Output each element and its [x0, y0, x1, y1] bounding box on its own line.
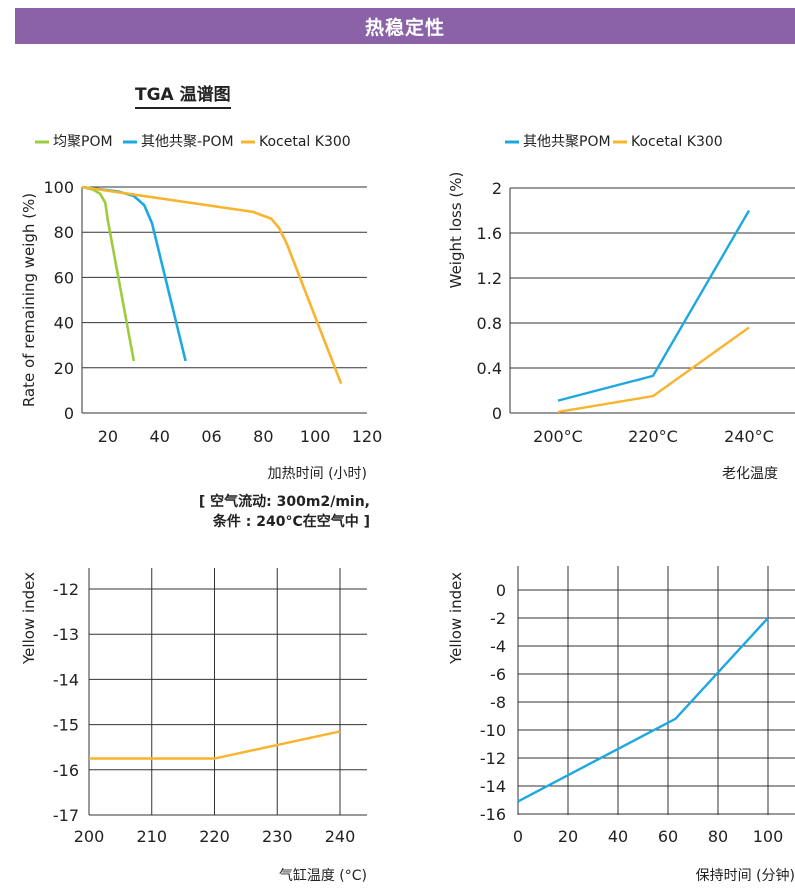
- c2-series-line-1: [557, 326, 750, 414]
- c4-x-tick-label: 100: [753, 827, 784, 846]
- c1-y-tick-label: 20: [54, 359, 74, 378]
- c2-y-tick-label: 0.4: [477, 359, 502, 378]
- c1-y-tick-label: 40: [54, 314, 74, 333]
- c1-legend-label-2: Kocetal K300: [259, 134, 351, 150]
- c2-x-tick-label: 220°C: [628, 427, 678, 446]
- c4-y-tick-label: 0: [496, 581, 506, 600]
- c2-x-tick-label: 240°C: [724, 427, 774, 446]
- c2-y-tick-label: 1.6: [477, 224, 502, 243]
- c4-y-tick-label: -16: [480, 805, 506, 824]
- page-header: 热稳定性: [15, 8, 795, 44]
- c3-x-tick-label: 240: [325, 827, 356, 846]
- c4-x-tick-label: 0: [513, 827, 523, 846]
- c1-x-tick-label: 120: [352, 427, 383, 446]
- c4-x-axis-title: 保持时间 (分钟): [696, 867, 795, 884]
- c3-y-tick-label: -12: [53, 580, 79, 599]
- c1-x-tick-label: 06: [201, 427, 221, 446]
- c3-x-tick-label: 230: [262, 827, 293, 846]
- c4-y-tick-label: -10: [480, 721, 506, 740]
- c2-legend-label-1: Kocetal K300: [631, 134, 723, 150]
- c4-y-tick-label: -8: [490, 693, 506, 712]
- c4-y-tick-label: -12: [480, 749, 506, 768]
- c1-legend-label-0: 均聚POM: [53, 134, 113, 150]
- c4-y-axis-title: Yellow index: [447, 572, 465, 665]
- c3-x-axis-title: 气缸温度 (°C): [279, 867, 367, 884]
- c1-y-tick-label: 80: [54, 223, 74, 242]
- c2-y-tick-label: 2: [492, 179, 502, 198]
- c3-series-line-0: [89, 730, 341, 760]
- c1-y-tick-label: 60: [54, 268, 74, 287]
- c2-y-tick-label: 0: [492, 404, 502, 423]
- c3-y-tick-label: -17: [53, 806, 79, 825]
- c3-x-tick-label: 220: [199, 827, 230, 846]
- c3-y-tick-label: -13: [53, 625, 79, 644]
- test-condition-note: [ 空气流动: 300m2/min, 条件 : 240°C在空气中 ]: [130, 492, 370, 532]
- c3-y-tick-label: -16: [53, 761, 79, 780]
- c1-x-tick-label: 80: [253, 427, 273, 446]
- c4-y-tick-label: -6: [490, 665, 506, 684]
- c2-legend-label-0: 其他共聚POM: [523, 134, 611, 150]
- c1-x-tick-label: 40: [150, 427, 170, 446]
- c4-series-line-0: [517, 617, 769, 803]
- c2-y-tick-label: 0.8: [477, 314, 502, 333]
- c2-y-axis-title: Weight loss (%): [447, 172, 465, 289]
- c2-x-tick-label: 200°C: [533, 427, 583, 446]
- section-title: TGA 温谱图: [135, 80, 231, 109]
- c1-series-line-0: [81, 185, 136, 362]
- c1-x-tick-label: 100: [300, 427, 331, 446]
- c2-x-axis-title: 老化温度: [722, 466, 778, 482]
- c1-x-axis-title: 加热时间 (小时): [268, 466, 367, 482]
- c3-x-tick-label: 210: [136, 827, 167, 846]
- c4-x-tick-label: 60: [658, 827, 678, 846]
- c3-y-tick-label: -15: [53, 716, 79, 735]
- c1-series-line-2: [81, 185, 343, 385]
- c1-y-tick-label: 0: [64, 404, 74, 423]
- c4-x-tick-label: 40: [608, 827, 628, 846]
- c1-series-line-1: [81, 185, 187, 362]
- c4-y-tick-label: -2: [490, 609, 506, 628]
- c1-legend-label-1: 其他共聚-POM: [141, 134, 234, 150]
- c1-y-axis-title: Rate of remaining weigh (%): [20, 193, 38, 407]
- note-line-2: 条件 : 240°C在空气中 ]: [212, 514, 370, 530]
- c3-x-tick-label: 200: [74, 827, 105, 846]
- c2-series-line-0: [557, 209, 751, 402]
- c4-y-tick-label: -14: [480, 777, 506, 796]
- c3-y-axis-title: Yellow index: [20, 572, 38, 665]
- c3-y-tick-label: -14: [53, 670, 79, 689]
- note-line-1: [ 空气流动: 300m2/min,: [198, 494, 370, 510]
- c4-x-tick-label: 20: [558, 827, 578, 846]
- c4-y-tick-label: -4: [490, 637, 506, 656]
- c4-x-tick-label: 80: [708, 827, 728, 846]
- c2-y-tick-label: 1.2: [477, 269, 502, 288]
- c1-y-tick-label: 100: [43, 178, 74, 197]
- c1-x-tick-label: 20: [98, 427, 118, 446]
